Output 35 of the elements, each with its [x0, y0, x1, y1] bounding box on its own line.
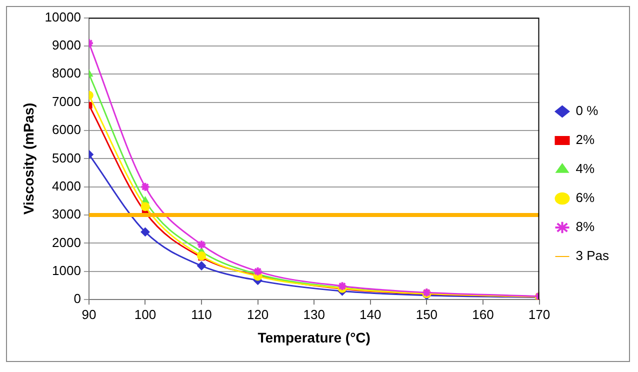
x-tick-label: 100: [134, 306, 156, 322]
y-tick-label: 4000: [52, 178, 81, 194]
y-tick-label: 3000: [52, 206, 81, 222]
x-tick-label: 160: [472, 306, 494, 322]
legend-label: 0 %: [576, 103, 599, 118]
x-tick-label: 130: [303, 306, 325, 322]
x-tick-label: 150: [416, 306, 438, 322]
x-tick-label: 120: [246, 306, 269, 322]
legend-label: 4%: [576, 161, 595, 176]
point: [140, 182, 150, 192]
legend-label: 8%: [576, 219, 595, 234]
point: [140, 202, 150, 212]
y-tick-label: 5000: [52, 150, 81, 166]
legend-label: 2%: [576, 132, 595, 148]
y-tick-label: 8000: [52, 66, 81, 81]
point: [252, 266, 263, 276]
y-tick-label: 6000: [52, 122, 81, 138]
x-axis-title: Temperature (°C): [258, 329, 370, 346]
y-tick-label: 2000: [52, 234, 81, 250]
legend-label: 6%: [576, 190, 595, 206]
x-tick-label: 90: [82, 306, 96, 322]
legend-label: 3 Pas: [576, 248, 610, 264]
point: [197, 251, 206, 260]
y-axis-title: Viscosity (mPas): [20, 102, 36, 215]
x-tick-label: 110: [191, 306, 212, 322]
y-tick-label: 7000: [52, 94, 81, 109]
x-tick-label: 170: [528, 306, 550, 322]
y-tick-label: 9000: [52, 38, 81, 53]
y-tick-label: 1000: [52, 263, 81, 278]
point: [196, 240, 207, 250]
point: [197, 261, 206, 270]
x-tick-label: 140: [360, 306, 382, 322]
point: [140, 227, 150, 236]
y-tick-label: 0: [74, 291, 81, 306]
y-tick-label: 10000: [44, 9, 81, 24]
